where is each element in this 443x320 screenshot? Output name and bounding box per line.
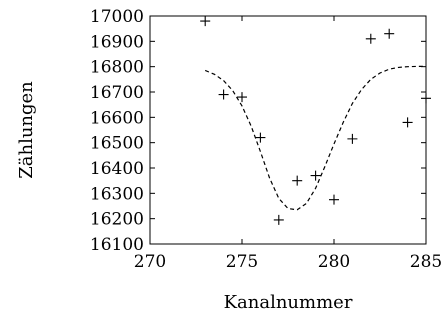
x-tick-label: 285 — [410, 252, 442, 272]
x-tick-label: 280 — [318, 252, 350, 272]
x-tick-label: 275 — [226, 252, 258, 272]
y-tick-label: 17000 — [90, 7, 144, 27]
y-tick-label: 16200 — [90, 210, 144, 230]
y-axis-title: Zählungen — [16, 81, 37, 179]
tick-labels: 270 275 280 285 16100 16200 16300 16400 16500 166… — [90, 7, 442, 272]
data-point — [365, 33, 376, 44]
fit-curve — [204, 65, 426, 211]
y-tick-label: 16400 — [90, 159, 144, 179]
data-point — [255, 132, 266, 143]
data-point — [347, 133, 358, 144]
data-points — [200, 16, 431, 225]
y-tick-label: 16700 — [90, 83, 144, 103]
tick-marks — [149, 15, 427, 245]
y-tick-label: 16600 — [90, 108, 144, 128]
y-tick-label: 16100 — [90, 235, 144, 255]
data-point — [237, 92, 247, 103]
data-point — [292, 175, 303, 186]
data-point — [384, 28, 395, 39]
plot-frame — [149, 15, 427, 245]
y-tick-label: 16900 — [90, 32, 144, 52]
y-tick-label: 16500 — [90, 134, 144, 154]
y-tick-label: 16800 — [90, 58, 144, 78]
data-point — [421, 93, 431, 104]
data-point — [329, 194, 339, 205]
data-point — [218, 89, 229, 100]
data-point — [273, 214, 284, 225]
x-tick-label: 270 — [134, 252, 166, 272]
data-point — [200, 16, 211, 27]
y-tick-label: 16300 — [90, 184, 144, 204]
x-axis-title: Kanalnummer — [224, 292, 353, 313]
data-point — [310, 170, 321, 181]
data-point — [402, 117, 413, 128]
